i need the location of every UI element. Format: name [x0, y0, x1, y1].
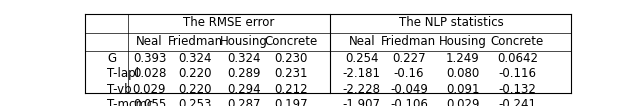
- Text: -2.181: -2.181: [343, 67, 381, 80]
- Text: 0.220: 0.220: [179, 67, 212, 80]
- Text: -0.106: -0.106: [390, 98, 428, 106]
- Text: 0.324: 0.324: [227, 52, 260, 65]
- Text: Neal: Neal: [136, 35, 163, 48]
- Text: -0.049: -0.049: [390, 83, 428, 96]
- Text: T-mcmc: T-mcmc: [108, 98, 154, 106]
- Text: The RMSE error: The RMSE error: [183, 16, 275, 29]
- Text: 0.029: 0.029: [132, 83, 166, 96]
- Text: Concrete: Concrete: [264, 35, 317, 48]
- Text: 0.080: 0.080: [446, 67, 479, 80]
- Text: -0.241: -0.241: [499, 98, 536, 106]
- Text: 0.393: 0.393: [132, 52, 166, 65]
- Text: -1.907: -1.907: [343, 98, 381, 106]
- Text: T-vb: T-vb: [108, 83, 132, 96]
- Text: 0.254: 0.254: [345, 52, 378, 65]
- Text: T-lapl: T-lapl: [108, 67, 140, 80]
- Text: 0.0642: 0.0642: [497, 52, 538, 65]
- Text: The NLP statistics: The NLP statistics: [399, 16, 504, 29]
- Text: 0.055: 0.055: [133, 98, 166, 106]
- Text: 0.029: 0.029: [446, 98, 479, 106]
- Text: 0.294: 0.294: [227, 83, 260, 96]
- Text: 0.091: 0.091: [446, 83, 479, 96]
- Text: 1.249: 1.249: [446, 52, 480, 65]
- Text: 0.253: 0.253: [179, 98, 212, 106]
- Text: -0.16: -0.16: [394, 67, 424, 80]
- Text: Housing: Housing: [439, 35, 487, 48]
- Text: -0.132: -0.132: [499, 83, 536, 96]
- Text: Friedman: Friedman: [168, 35, 223, 48]
- Text: Neal: Neal: [348, 35, 375, 48]
- Text: 0.231: 0.231: [274, 67, 308, 80]
- Text: -2.228: -2.228: [343, 83, 381, 96]
- Text: 0.289: 0.289: [227, 67, 260, 80]
- Text: 0.230: 0.230: [274, 52, 307, 65]
- Text: 0.324: 0.324: [179, 52, 212, 65]
- Text: -0.116: -0.116: [499, 67, 536, 80]
- Text: 0.220: 0.220: [179, 83, 212, 96]
- Text: Housing: Housing: [220, 35, 268, 48]
- Text: 0.212: 0.212: [274, 83, 308, 96]
- Text: 0.287: 0.287: [227, 98, 260, 106]
- Text: Concrete: Concrete: [491, 35, 544, 48]
- Text: 0.227: 0.227: [392, 52, 426, 65]
- Text: 0.197: 0.197: [274, 98, 308, 106]
- Text: Friedman: Friedman: [381, 35, 436, 48]
- Text: 0.028: 0.028: [132, 67, 166, 80]
- Text: G: G: [108, 52, 116, 65]
